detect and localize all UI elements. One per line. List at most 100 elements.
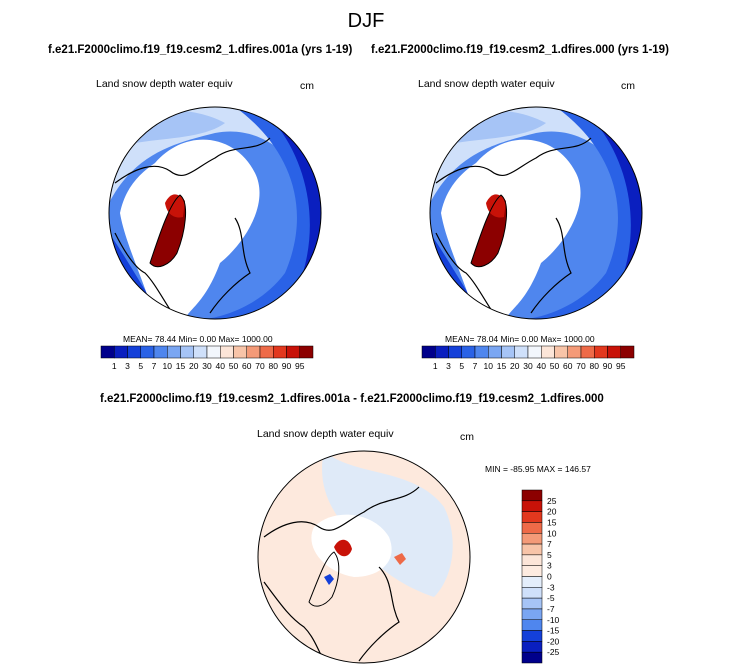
diff-units-label: cm	[460, 431, 474, 443]
colorbar-tick-label: 5	[459, 361, 464, 371]
greenland-north	[486, 194, 506, 218]
diff-run-title: f.e21.F2000climo.f19_f19.cesm2_1.dfires.…	[100, 393, 604, 405]
colorbar-box	[448, 345, 462, 359]
colorbar-tick-label: 20	[189, 361, 199, 371]
colorbar-box	[514, 345, 529, 359]
colorbar-tick-label: 7	[152, 361, 157, 371]
colorbar-tick-label: -15	[547, 626, 560, 636]
coastline-west	[435, 232, 497, 318]
colorbar-tick-label: 15	[497, 361, 507, 371]
left-units-label: cm	[300, 80, 314, 92]
colorbar-tick-label: -7	[547, 604, 555, 614]
ocean-region	[441, 139, 581, 319]
colorbar-tick-label: 30	[202, 361, 212, 371]
colorbar-tick-label: 20	[547, 507, 557, 517]
left-stats: MEAN= 78.44 Min= 0.00 Max= 1000.00	[123, 334, 273, 344]
coastline-north	[114, 137, 271, 184]
diff-hotspot-east	[394, 553, 406, 565]
map-border	[257, 450, 471, 664]
colorbar-box	[541, 345, 555, 359]
difference-polar-map	[257, 450, 471, 664]
colorbar-tick-label: 7	[473, 361, 478, 371]
colorbar-tick-label: -5	[547, 593, 555, 603]
colorbar-box	[286, 345, 300, 359]
snow-band-deep	[506, 107, 642, 319]
colorbar-box	[521, 554, 543, 566]
colorbar-box	[114, 345, 128, 359]
colorbar-box	[527, 345, 542, 359]
colorbar-box	[193, 345, 208, 359]
colorbar-box	[488, 345, 502, 359]
right-colorbar: 1 3 5 7 10 15 20 30 40 50 60 70 80 90 95	[421, 345, 635, 371]
coastline-greenland	[149, 194, 186, 268]
colorbar-box	[435, 345, 449, 359]
colorbar-tick-label: 15	[547, 517, 557, 527]
diff-negative-region	[322, 451, 453, 597]
colorbar-tick-label: 70	[255, 361, 265, 371]
colorbar-tick-label: 5	[547, 550, 552, 560]
colorbar-box	[521, 576, 543, 588]
right-polar-map	[429, 106, 643, 320]
colorbar-box	[233, 345, 247, 359]
colorbar-box	[580, 345, 595, 359]
colorbar-tick-label: 3	[125, 361, 130, 371]
colorbar-box	[607, 345, 621, 359]
diff-hotspot	[334, 539, 352, 557]
colorbar-box	[421, 345, 436, 359]
colorbar-box	[567, 345, 582, 359]
colorbar-box	[501, 345, 515, 359]
colorbar-box	[594, 345, 608, 359]
colorbar-box	[127, 345, 141, 359]
colorbar-box	[521, 608, 543, 620]
colorbar-tick-label: 20	[510, 361, 520, 371]
colorbar-box	[521, 533, 543, 545]
right-variable-label: Land snow depth water equiv	[418, 78, 555, 90]
map-border	[429, 106, 643, 320]
colorbar-box	[521, 500, 543, 512]
colorbar-tick-label: 80	[590, 361, 600, 371]
colorbar-box	[521, 565, 543, 577]
left-polar-map	[108, 106, 322, 320]
colorbar-box	[521, 651, 543, 664]
colorbar-box	[554, 345, 568, 359]
map-border	[108, 106, 322, 320]
diff-stats: MIN = -85.95 MAX = 146.57	[485, 464, 591, 474]
colorbar-tick-label: 40	[537, 361, 547, 371]
colorbar-box	[299, 345, 314, 359]
colorbar-tick-label: -20	[547, 636, 560, 646]
colorbar-box	[521, 511, 543, 523]
colorbar-tick-label: 10	[484, 361, 494, 371]
colorbar-tick-label: 1	[433, 361, 438, 371]
coastline-east	[358, 566, 400, 662]
colorbar-box	[259, 345, 274, 359]
colorbar-box	[521, 630, 543, 642]
colorbar-tick-label: 50	[550, 361, 560, 371]
colorbar-box	[474, 345, 489, 359]
coastline-west	[263, 581, 325, 662]
colorbar-tick-label: 90	[603, 361, 613, 371]
left-run-title: f.e21.F2000climo.f19_f19.cesm2_1.dfires.…	[48, 44, 353, 56]
colorbar-tick-label: 30	[523, 361, 533, 371]
colorbar-box	[167, 345, 181, 359]
colorbar-tick-label: -3	[547, 582, 555, 592]
colorbar-tick-label: 7	[547, 539, 552, 549]
colorbar-box	[206, 345, 221, 359]
colorbar-tick-label: 80	[269, 361, 279, 371]
colorbar-box	[100, 345, 115, 359]
colorbar-box	[521, 619, 543, 631]
colorbar-box	[521, 587, 543, 599]
colorbar-tick-label: 0	[547, 572, 552, 582]
colorbar-box	[521, 597, 543, 610]
colorbar-tick-label: 3	[446, 361, 451, 371]
page-title: DJF	[347, 10, 385, 32]
coastline-east	[530, 217, 572, 314]
left-variable-label: Land snow depth water equiv	[96, 78, 233, 90]
colorbar-tick-label: 95	[616, 361, 626, 371]
left-colorbar: 1 3 5 7 10 15 20 30 40 50 60 70 80 90 95	[100, 345, 314, 371]
colorbar-tick-label: 15	[176, 361, 186, 371]
coastline-east	[209, 217, 251, 314]
colorbar-box	[521, 543, 543, 556]
colorbar-tick-label: -25	[547, 647, 560, 657]
